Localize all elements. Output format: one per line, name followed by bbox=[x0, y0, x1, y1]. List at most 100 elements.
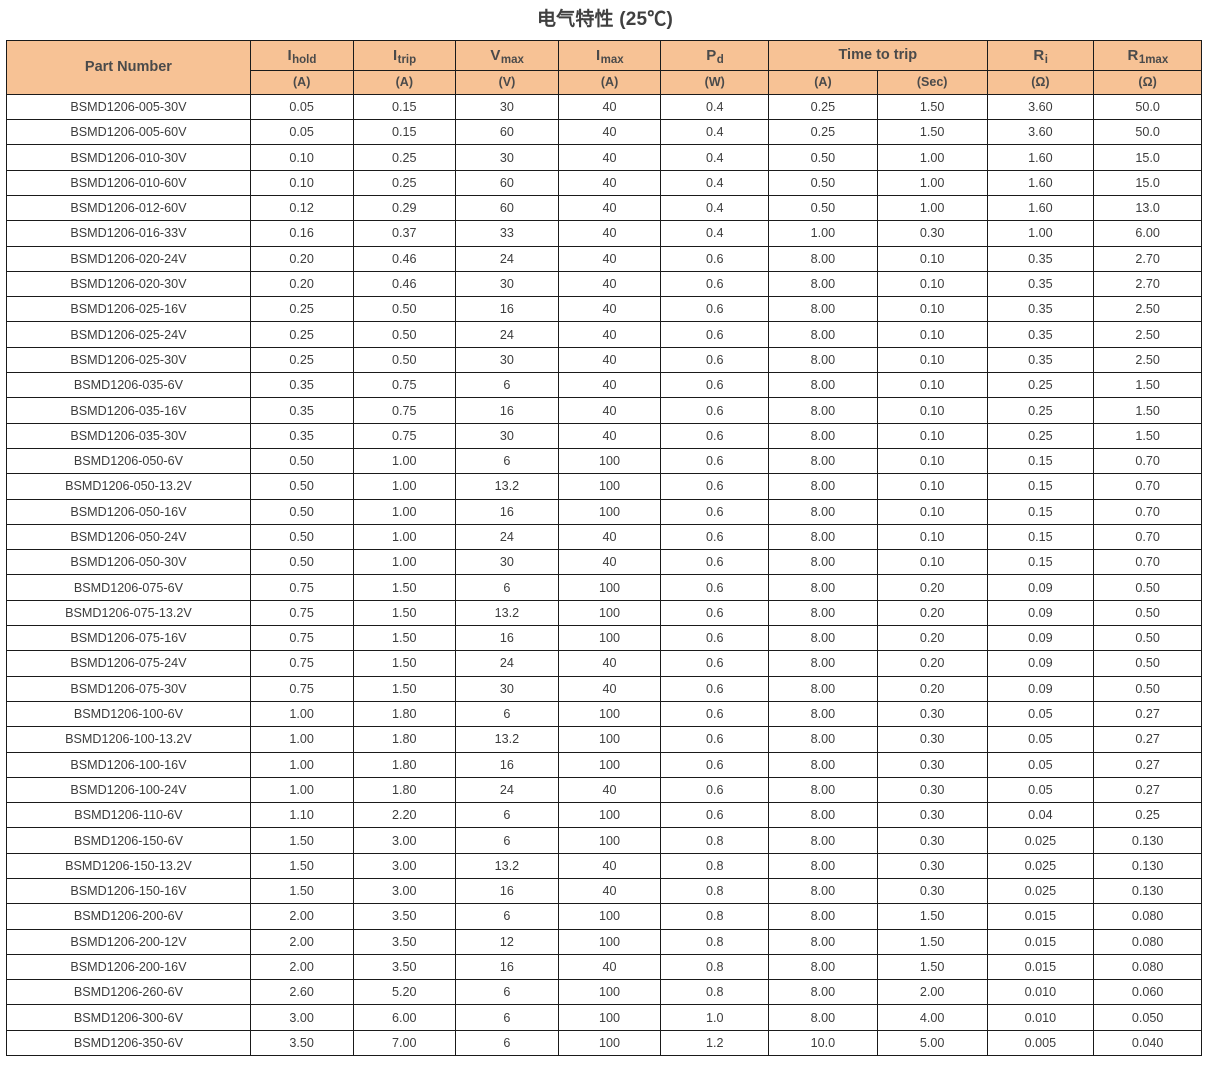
cell-itrip: 1.50 bbox=[352, 574, 457, 601]
cell-time-to-trip-seconds: 0.30 bbox=[876, 220, 988, 247]
cell-vmax: 13.2 bbox=[455, 599, 559, 627]
cell-ri: 1.60 bbox=[986, 194, 1095, 222]
cell-pd: 0.6 bbox=[660, 397, 770, 424]
cell-imax: 40 bbox=[557, 422, 662, 449]
cell-time-to-trip-seconds: 0.30 bbox=[876, 827, 988, 854]
table-row: BSMD1206-005-30V 0.05 0.15 30 40 0.4 0.25 1.50 3… bbox=[6, 93, 1202, 121]
cell-ri: 0.09 bbox=[986, 599, 1095, 627]
cell-ihold: 3.50 bbox=[249, 1029, 354, 1057]
cell-time-to-trip-seconds: 1.50 bbox=[876, 953, 988, 981]
cell-time-to-trip-current: 8.00 bbox=[768, 498, 878, 525]
cell-ihold: 2.60 bbox=[249, 979, 354, 1006]
cell-ri: 0.05 bbox=[986, 726, 1095, 753]
cell-time-to-trip-current: 0.25 bbox=[768, 119, 878, 146]
table-row: BSMD1206-150-13.2V 1.50 3.00 13.2 40 0.8 8.00 0… bbox=[6, 852, 1202, 880]
table-row: BSMD1206-050-16V 0.50 1.00 16 100 0.6 8.00 0.10… bbox=[6, 498, 1202, 525]
cell-vmax: 6 bbox=[455, 700, 559, 728]
cell-imax: 40 bbox=[557, 220, 662, 247]
ri-symbol: R bbox=[1033, 46, 1045, 64]
cell-itrip: 3.00 bbox=[352, 852, 457, 880]
cell-ihold: 0.10 bbox=[249, 169, 354, 196]
cell-time-to-trip-seconds: 0.10 bbox=[876, 321, 988, 348]
table-row: BSMD1206-260-6V 2.60 5.20 6 100 0.8 8.00 2.00 0.… bbox=[6, 979, 1202, 1006]
cell-part-number: BSMD1206-100-16V bbox=[6, 751, 251, 778]
cell-itrip: 1.00 bbox=[352, 549, 457, 576]
table-row: BSMD1206-350-6V 3.50 7.00 6 100 1.2 10.0 5.00 0.… bbox=[6, 1029, 1202, 1057]
cell-time-to-trip-current: 8.00 bbox=[768, 473, 878, 500]
cell-imax: 100 bbox=[557, 726, 662, 753]
cell-ihold: 0.50 bbox=[249, 523, 354, 551]
cell-itrip: 1.00 bbox=[352, 498, 457, 525]
cell-pd: 0.6 bbox=[660, 372, 770, 399]
cell-part-number: BSMD1206-150-16V bbox=[6, 877, 251, 905]
cell-pd: 0.6 bbox=[660, 625, 770, 652]
cell-imax: 40 bbox=[557, 296, 662, 323]
cell-time-to-trip-current: 8.00 bbox=[768, 422, 878, 449]
cell-pd: 0.6 bbox=[660, 802, 770, 829]
cell-imax: 100 bbox=[557, 498, 662, 525]
cell-vmax: 24 bbox=[455, 650, 559, 677]
cell-ri: 0.09 bbox=[986, 625, 1095, 652]
cell-imax: 100 bbox=[557, 979, 662, 1006]
cell-ihold: 0.75 bbox=[249, 574, 354, 601]
cell-itrip: 0.37 bbox=[352, 220, 457, 247]
cell-part-number: BSMD1206-350-6V bbox=[6, 1029, 251, 1057]
cell-ihold: 0.05 bbox=[249, 119, 354, 146]
cell-itrip: 1.80 bbox=[352, 726, 457, 753]
ihold-symbol: I bbox=[287, 46, 292, 64]
cell-pd: 0.8 bbox=[660, 827, 770, 854]
cell-r1max: 0.70 bbox=[1093, 523, 1202, 551]
cell-r1max: 1.50 bbox=[1093, 372, 1202, 399]
cell-pd: 0.6 bbox=[660, 523, 770, 551]
cell-part-number: BSMD1206-010-30V bbox=[6, 144, 251, 171]
cell-vmax: 30 bbox=[455, 144, 559, 171]
cell-pd: 0.6 bbox=[660, 574, 770, 601]
cell-r1max: 0.70 bbox=[1093, 498, 1202, 525]
table-row: BSMD1206-100-13.2V 1.00 1.80 13.2 100 0.6 8.00… bbox=[6, 726, 1202, 753]
cell-part-number: BSMD1206-050-24V bbox=[6, 523, 251, 551]
cell-r1max: 0.50 bbox=[1093, 675, 1202, 702]
cell-pd: 0.4 bbox=[660, 93, 770, 121]
cell-itrip: 1.50 bbox=[352, 599, 457, 627]
cell-part-number: BSMD1206-005-30V bbox=[6, 93, 251, 121]
cell-ri: 0.15 bbox=[986, 447, 1095, 475]
cell-time-to-trip-seconds: 0.20 bbox=[876, 650, 988, 677]
column-header-pd: Pd bbox=[660, 39, 770, 71]
cell-ri: 0.015 bbox=[986, 928, 1095, 955]
vmax-subscript: max bbox=[500, 53, 524, 66]
cell-pd: 0.6 bbox=[660, 776, 770, 804]
cell-time-to-trip-seconds: 0.20 bbox=[876, 675, 988, 702]
cell-vmax: 24 bbox=[455, 776, 559, 804]
cell-ihold: 0.75 bbox=[249, 599, 354, 627]
cell-r1max: 0.50 bbox=[1093, 599, 1202, 627]
cell-time-to-trip-current: 8.00 bbox=[768, 827, 878, 854]
table-row: BSMD1206-050-6V 0.50 1.00 6 100 0.6 8.00 0.10 0.… bbox=[6, 447, 1202, 475]
cell-time-to-trip-seconds: 4.00 bbox=[876, 1004, 988, 1031]
cell-time-to-trip-seconds: 0.10 bbox=[876, 270, 988, 298]
cell-vmax: 6 bbox=[455, 903, 559, 930]
unit-itrip: (A) bbox=[352, 69, 457, 95]
page-title: 电气特性 (25℃) bbox=[536, 9, 674, 30]
table-body: BSMD1206-005-30V 0.05 0.15 30 40 0.4 0.25 1.50 3… bbox=[6, 93, 1202, 1057]
cell-ihold: 1.00 bbox=[249, 751, 354, 778]
table-row: BSMD1206-200-16V 2.00 3.50 16 40 0.8 8.00 1.50 0… bbox=[6, 953, 1202, 981]
cell-r1max: 0.70 bbox=[1093, 473, 1202, 500]
cell-time-to-trip-current: 1.00 bbox=[768, 220, 878, 247]
table-row: BSMD1206-110-6V 1.10 2.20 6 100 0.6 8.00 0.30 0.… bbox=[6, 802, 1202, 829]
cell-time-to-trip-seconds: 1.50 bbox=[876, 903, 988, 930]
cell-imax: 40 bbox=[557, 346, 662, 374]
cell-vmax: 6 bbox=[455, 979, 559, 1006]
cell-imax: 40 bbox=[557, 169, 662, 196]
cell-ihold: 1.00 bbox=[249, 726, 354, 753]
unit-ri: (Ω) bbox=[986, 69, 1095, 95]
cell-vmax: 30 bbox=[455, 675, 559, 702]
cell-itrip: 0.75 bbox=[352, 422, 457, 449]
cell-vmax: 6 bbox=[455, 447, 559, 475]
cell-ihold: 0.35 bbox=[249, 372, 354, 399]
cell-ihold: 0.12 bbox=[249, 194, 354, 222]
cell-part-number: BSMD1206-200-6V bbox=[6, 903, 251, 930]
cell-vmax: 13.2 bbox=[455, 726, 559, 753]
cell-time-to-trip-seconds: 1.50 bbox=[876, 119, 988, 146]
cell-time-to-trip-current: 8.00 bbox=[768, 802, 878, 829]
unit-time-to-trip-current: (A) bbox=[768, 69, 878, 95]
